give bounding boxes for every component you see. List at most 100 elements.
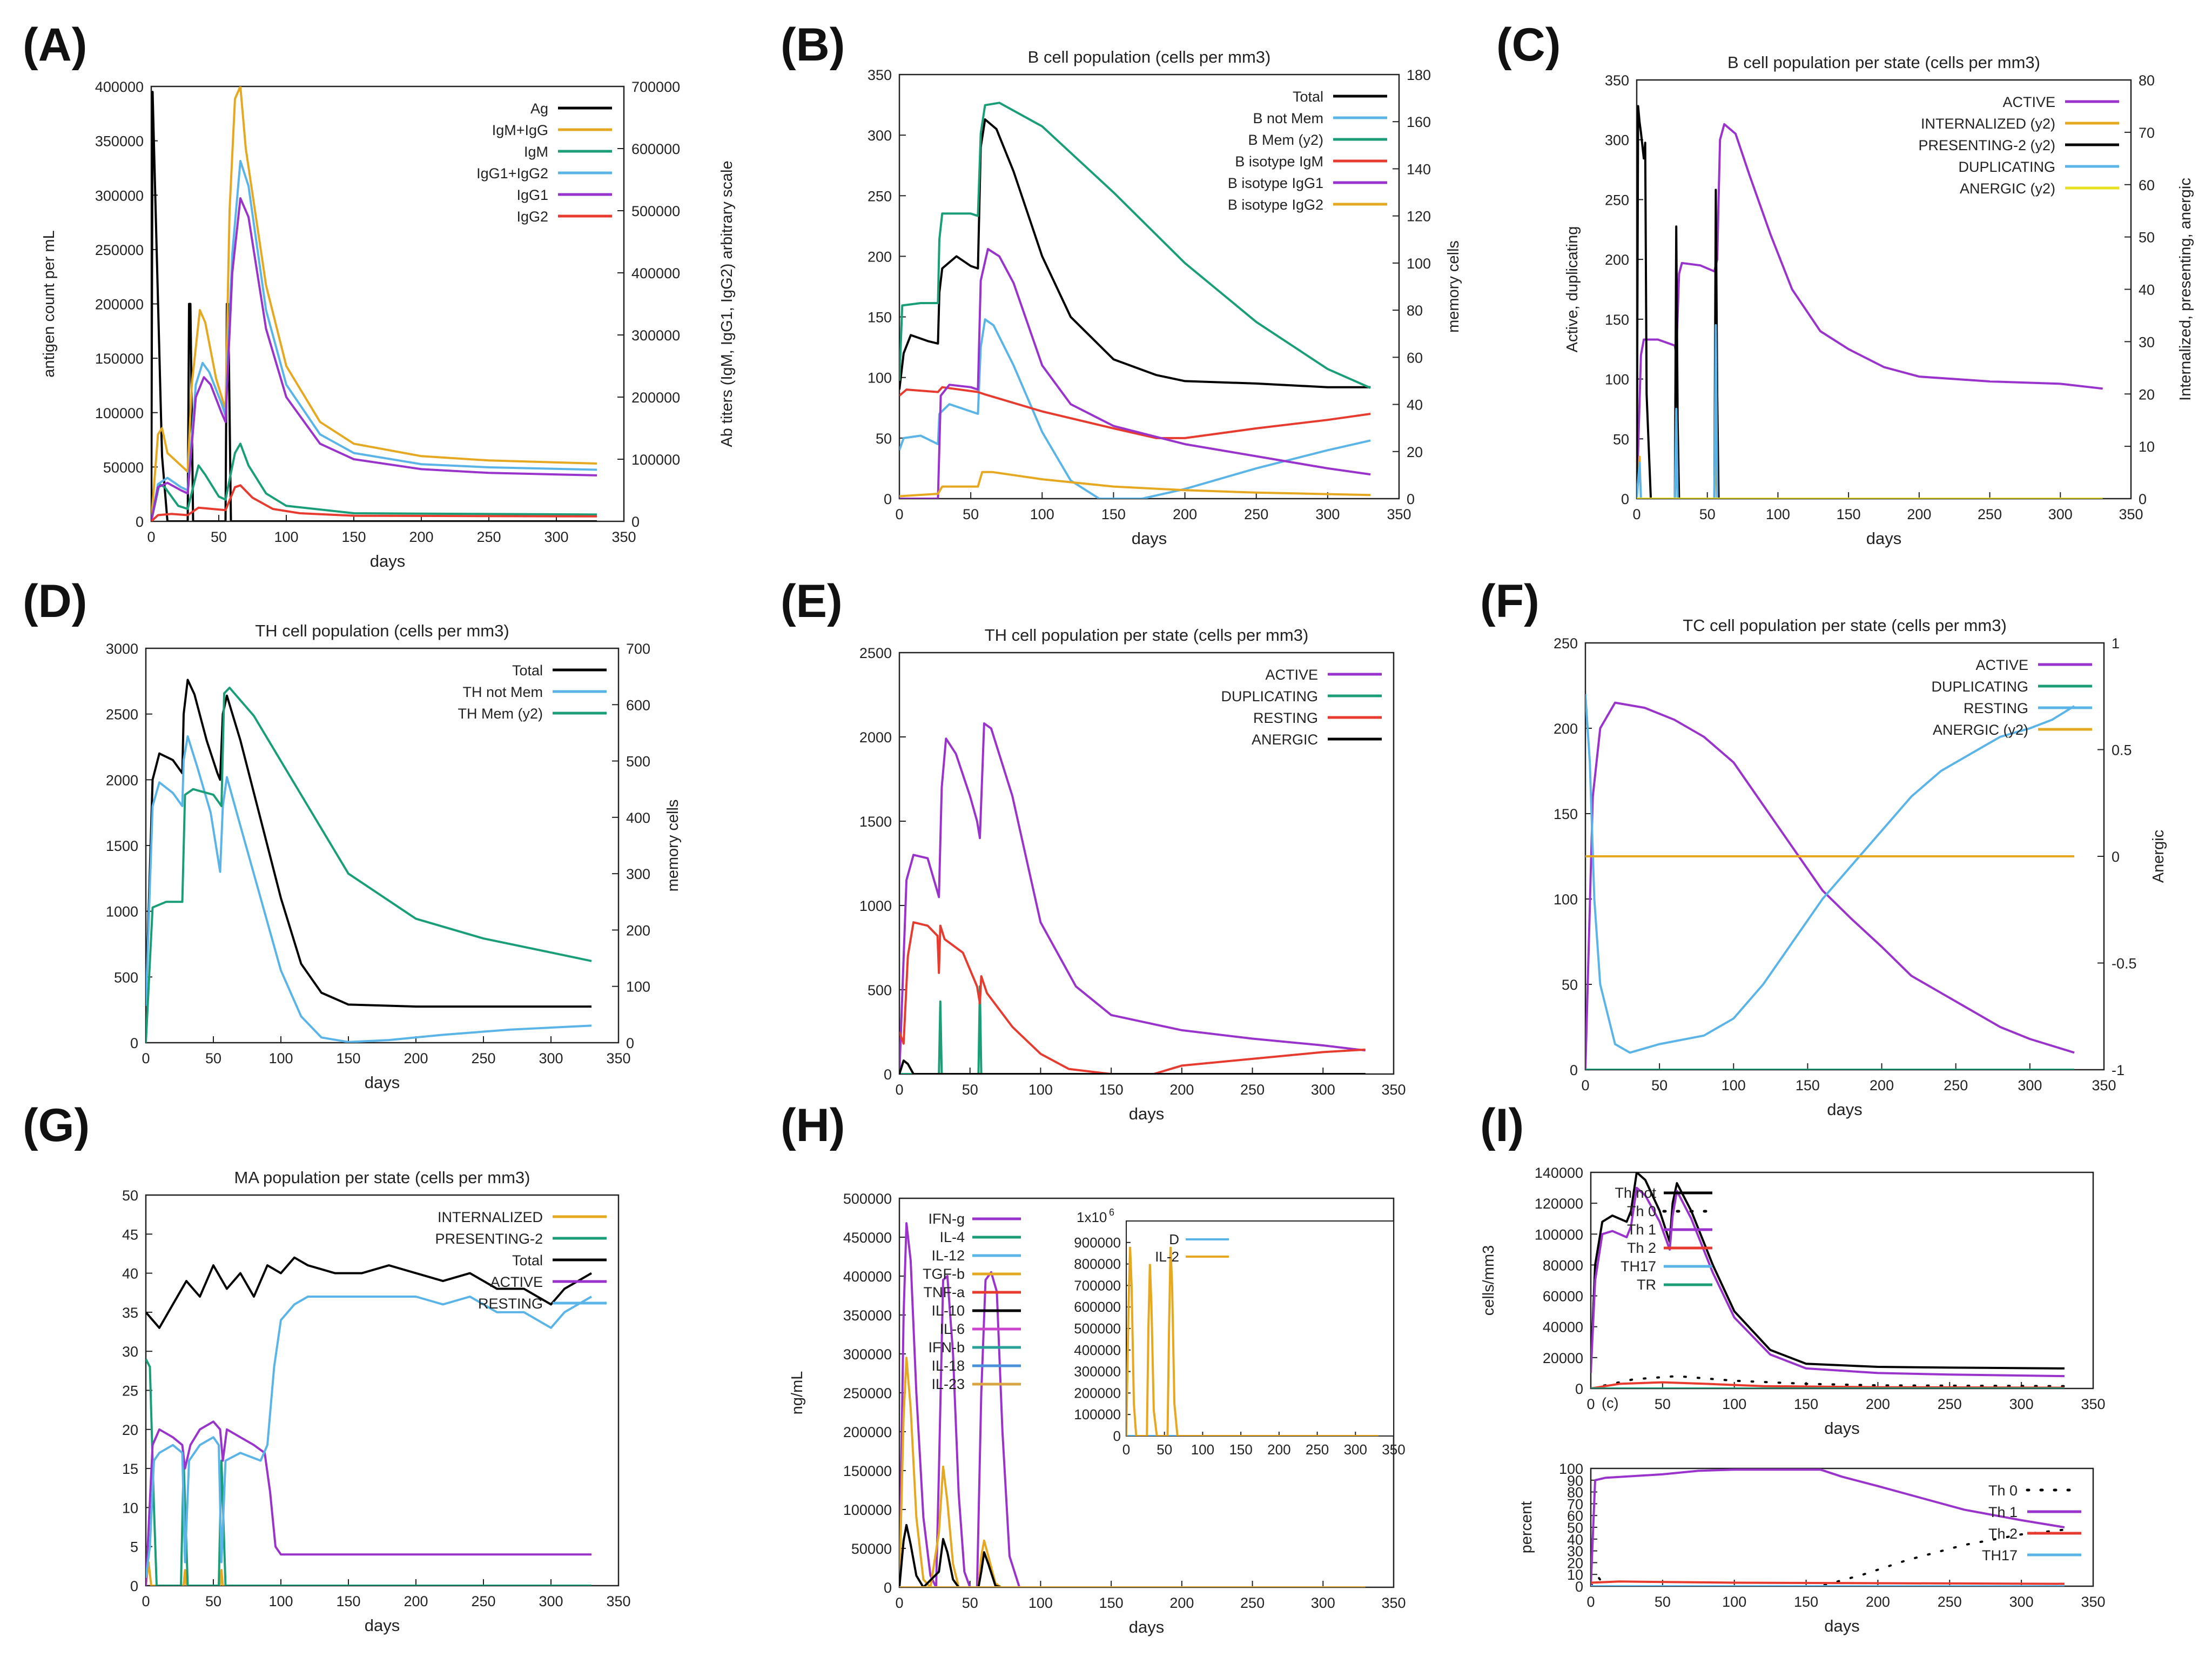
chart-e-series-resting [899, 921, 1366, 1074]
chart-d-series-group [146, 679, 592, 1043]
chart-h-legend-label: IL-10 [931, 1303, 965, 1319]
chart-i-percent-legend-label: Th 2 [1988, 1526, 2018, 1542]
chart-h-x-tick-label: 150 [1099, 1595, 1124, 1611]
chart-b-y2-tick-label: 140 [1407, 161, 1431, 177]
chart-e-x-tick-label: 250 [1240, 1082, 1265, 1098]
chart-a-series-group [151, 86, 597, 521]
chart-a-legend-label: IgG1 [516, 187, 548, 203]
panel-label-c: (C) [1496, 19, 1561, 71]
chart-a-y2-tick-label: 600000 [631, 141, 680, 157]
chart-b-legend-label: Total [1293, 89, 1323, 105]
chart-e-series-group [899, 722, 1366, 1074]
chart-f-x-tick-label: 100 [1722, 1077, 1746, 1093]
chart-h-inset-x-tick-label: 100 [1191, 1441, 1214, 1458]
chart-h-inset-legend-label: D [1169, 1231, 1179, 1247]
chart-b-series-b-isotype-igg1 [899, 248, 1371, 499]
chart-g: 0 50 100 150 200 250 300 350 0 5 10 15 20 25 30 35 40 45 5… [122, 1168, 631, 1635]
chart-b-y2-tick-label: 160 [1407, 114, 1431, 130]
chart-a-y2-tick-label: 400000 [631, 265, 680, 281]
chart-h-y-tick-label: 450000 [843, 1230, 892, 1246]
chart-i-series-th-1 [1591, 1186, 2065, 1378]
chart-f-y2-tick-label: 0 [2112, 849, 2120, 865]
chart-a-series-igm [151, 442, 597, 521]
chart-g-y-tick-label: 45 [122, 1226, 138, 1243]
chart-g-x-tick-label: 150 [336, 1593, 360, 1609]
chart-f-legend-label: DUPLICATING [1931, 679, 2028, 695]
chart-g-legend-label: ACTIVE [490, 1274, 543, 1290]
chart-c-y-tick-label: 0 [1621, 491, 1629, 507]
chart-i-percent-y-tick-label: 30 [1567, 1544, 1583, 1560]
chart-a-legend-label: IgG2 [516, 209, 548, 225]
chart-i-percent-x-axis-label: days [1824, 1616, 1859, 1635]
chart-f-legend-label: ACTIVE [1975, 657, 2028, 673]
chart-h-x-tick-label: 50 [962, 1595, 978, 1611]
chart-g-y-tick-label: 10 [122, 1500, 138, 1516]
chart-c-series-group [1637, 105, 2103, 499]
chart-i: 0 50 100 150 200 250 300 350 0 20000 40000 60000 800… [1480, 1165, 2106, 1438]
chart-c-y-tick-label: 150 [1605, 312, 1629, 328]
chart-c-y2-tick-label: 20 [2139, 386, 2155, 402]
chart-b-y2-tick-label: 40 [1407, 397, 1423, 413]
chart-d-y-tick-label: 3000 [106, 641, 138, 657]
chart-i-x-tick-label: 250 [1938, 1396, 1962, 1412]
chart-d-y2-tick-label: 300 [626, 866, 650, 882]
chart-g-y-tick-label: 25 [122, 1383, 138, 1399]
chart-h-inset: 0 50 100 150 200 250 300 350 0 100000 200000 300000… [1074, 1207, 1405, 1458]
chart-b-y-tick-label: 200 [868, 249, 892, 265]
chart-f: 0 50 100 150 200 250 300 350 0 50 100 150 200 250 -1 -0… [1554, 616, 2167, 1119]
chart-a-series-igm-igg [151, 86, 597, 521]
chart-i-percent-y-tick-label: 40 [1567, 1532, 1583, 1548]
chart-i-percent-y-tick-label: 70 [1567, 1496, 1583, 1512]
chart-a-y2-tick-label: 500000 [631, 203, 680, 219]
chart-f-y-tick-label: 150 [1554, 806, 1578, 822]
chart-b-series-b-isotype-igm [899, 386, 1371, 439]
chart-e-y-tick-label: 2000 [859, 729, 892, 746]
chart-i-percent-y-tick-label: 0 [1575, 1579, 1583, 1595]
chart-i-percent-series-th-2 [1591, 1580, 2065, 1585]
chart-b-legend-label: B Mem (y2) [1248, 132, 1323, 148]
chart-h-legend-label: IL-23 [931, 1376, 965, 1392]
chart-i-percent-series-group [1591, 1468, 2066, 1586]
chart-b-series-total [899, 118, 1371, 390]
chart-a-y2-tick-label: 200000 [631, 390, 680, 406]
chart-c: 0 50 100 150 200 250 300 3500501001502002503003… [1564, 53, 2194, 548]
chart-d-y2-tick-label: 500 [626, 754, 650, 770]
chart-c-legend-label: PRESENTING-2 (y2) [1918, 137, 2055, 153]
chart-h-inset-y-tick-label: 300000 [1074, 1364, 1121, 1380]
chart-b-x-axis-label: days [1132, 529, 1167, 548]
chart-f-y2-tick-label: -0.5 [2112, 956, 2137, 972]
chart-h-inset-series-group [1126, 1246, 1379, 1436]
chart-h-y-tick-label: 350000 [843, 1307, 892, 1324]
chart-i-x-tick-label: 50 [1655, 1396, 1671, 1412]
chart-g-x-tick-label: 100 [268, 1593, 293, 1609]
chart-h-inset-x-tick-label: 200 [1267, 1441, 1290, 1458]
chart-h-legend-label: TGF-b [923, 1266, 965, 1282]
chart-e: 0 50 100 150 200 250 300 350 0 500 1000 1500 2000 250… [859, 626, 1406, 1123]
chart-a-y2-tick-label: 100000 [631, 452, 680, 468]
chart-b-y2-axis-label: memory cells [1445, 240, 1462, 333]
chart-i-legend-label: Th not [1615, 1185, 1656, 1201]
chart-f-x-tick-label: 0 [1581, 1077, 1589, 1093]
chart-c-x-tick-label: 300 [2048, 506, 2073, 522]
chart-b-legend-label: B isotype IgG1 [1228, 175, 1323, 191]
chart-e-x-tick-label: 200 [1169, 1082, 1194, 1098]
chart-i-legend-label: TR [1637, 1277, 1656, 1293]
chart-c-y-axis-label: Active, duplicating [1564, 226, 1581, 353]
chart-h-legend-label: IFN-b [929, 1339, 965, 1356]
chart-d-y2-axis-label: memory cells [664, 800, 682, 892]
chart-h-y-tick-label: 300000 [843, 1346, 892, 1363]
chart-d-y-tick-label: 1500 [106, 838, 138, 854]
chart-c-y2-axis-label: Internalized, presenting, anergic [2177, 178, 2194, 401]
chart-e-y-tick-label: 1000 [859, 898, 892, 914]
chart-d-series-th-not-mem [146, 735, 592, 1043]
chart-g-y-tick-label: 0 [130, 1578, 138, 1594]
chart-g-x-tick-label: 300 [539, 1593, 563, 1609]
chart-b-x-tick-label: 150 [1101, 506, 1126, 522]
chart-d: 0 50 100 150 200 250 300 3500500100015002000250… [106, 621, 682, 1092]
chart-a-y-tick-label: 0 [136, 514, 144, 530]
chart-i-percent-y-tick-label: 90 [1567, 1473, 1583, 1489]
chart-g-y-tick-label: 35 [122, 1305, 138, 1321]
chart-h-series-tgf-b [899, 1357, 1366, 1587]
chart-g-y-tick-label: 40 [122, 1266, 138, 1282]
